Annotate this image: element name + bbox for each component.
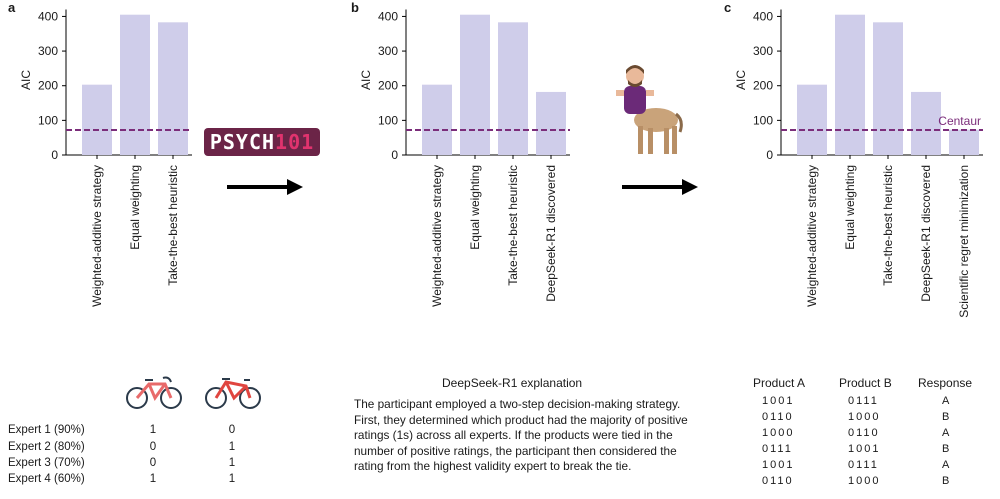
y-tick-label: 300 xyxy=(753,44,773,58)
bar xyxy=(949,129,979,155)
table-cell: 1000 xyxy=(762,427,795,439)
x-tick-label: DeepSeek-R1 discovered xyxy=(544,165,558,302)
x-tick-label: Weighted-additive strategy xyxy=(805,165,819,307)
x-tick-label: Weighted-additive strategy xyxy=(90,165,104,307)
x-tick-label: Weighted-additive strategy xyxy=(430,165,444,307)
table-cell: 0111 xyxy=(848,459,879,471)
y-tick-label: 200 xyxy=(753,79,773,93)
expert-cell: 0 xyxy=(149,457,157,469)
y-tick-label: 100 xyxy=(753,113,773,127)
table-cell: 0111 xyxy=(762,443,793,455)
table-cell: A xyxy=(942,459,952,471)
x-tick-label: Equal weighting xyxy=(843,165,857,250)
y-tick-label: 0 xyxy=(766,148,773,162)
y-axis-label: AIC xyxy=(734,70,748,90)
arrow-right-icon xyxy=(622,179,698,195)
x-tick-label: DeepSeek-R1 discovered xyxy=(919,165,933,302)
expert-cell: 0 xyxy=(149,441,157,453)
y-tick-label: 300 xyxy=(378,44,398,58)
column-header: Product A xyxy=(753,376,806,390)
expert-cell: 1 xyxy=(228,473,236,485)
table-cell: 1001 xyxy=(848,443,881,455)
chart-c: 0 100 200 300 400 AIC Weighted-additive strate… xyxy=(734,9,983,318)
logo-prefix: PSYCH xyxy=(209,130,276,154)
bar xyxy=(498,22,528,156)
expert-cell: 0 xyxy=(228,424,236,436)
expert-cell: 1 xyxy=(228,441,236,453)
table-cell: 1000 xyxy=(848,475,881,487)
expert-row-label: Expert 3 (70%) xyxy=(8,457,85,469)
psych-101-logo: PSYCH 101 xyxy=(204,128,320,156)
bar xyxy=(422,84,452,155)
panel-label-c: c xyxy=(724,0,732,15)
table-cell: A xyxy=(942,395,952,407)
y-tick-label: 0 xyxy=(391,148,398,162)
bar xyxy=(797,84,827,155)
y-tick-label: 300 xyxy=(38,44,58,58)
table-cell: 0110 xyxy=(762,475,794,487)
x-tick-label: Equal weighting xyxy=(128,165,142,250)
chart-a: 0 100 200 300 400 AIC Weighted-additive strate… xyxy=(19,9,192,307)
x-tick-label: Equal weighting xyxy=(468,165,482,250)
centaur-icon xyxy=(616,65,683,154)
expert-row-label: Expert 4 (60%) xyxy=(8,473,85,485)
y-tick-label: 400 xyxy=(378,9,398,23)
bar xyxy=(460,14,490,156)
bike-b-icon xyxy=(205,378,261,409)
y-axis-label: AIC xyxy=(359,70,373,90)
expert-row-label: Expert 1 (90%) xyxy=(8,424,85,436)
table-cell: B xyxy=(942,411,952,423)
bar xyxy=(873,22,903,156)
expert-cell: 1 xyxy=(228,457,236,469)
bar xyxy=(835,14,865,156)
explanation-text: The participant employed a two-step deci… xyxy=(354,397,688,474)
table-cell: 1001 xyxy=(762,395,795,407)
column-header: Product B xyxy=(839,376,892,390)
bar xyxy=(82,84,112,155)
y-tick-label: 400 xyxy=(38,9,58,23)
column-header: Response xyxy=(918,376,973,390)
bike-a-icon xyxy=(126,376,182,409)
y-tick-label: 200 xyxy=(378,79,398,93)
panel-label-b: b xyxy=(351,0,359,15)
bar xyxy=(120,14,150,156)
y-axis-label: AIC xyxy=(19,70,33,90)
expert-row-label: Expert 2 (80%) xyxy=(8,441,85,453)
logo-number: 101 xyxy=(275,130,315,154)
y-tick-label: 0 xyxy=(51,148,58,162)
x-tick-label: Take-the-best heuristic xyxy=(881,165,895,286)
table-cell: B xyxy=(942,443,952,455)
y-tick-label: 100 xyxy=(378,113,398,127)
x-tick-label: Take-the-best heuristic xyxy=(506,165,520,286)
bar xyxy=(911,91,941,155)
panel-label-a: a xyxy=(8,0,16,15)
bar xyxy=(536,91,566,155)
chart-b: 0 100 200 300 400 AIC Weighted-additive strate… xyxy=(359,9,570,307)
expert-cell: 1 xyxy=(149,473,157,485)
bar xyxy=(158,22,188,156)
table-cell: 0111 xyxy=(848,395,879,407)
table-cell: A xyxy=(942,427,952,439)
table-cell: 0110 xyxy=(848,427,880,439)
table-cell: 1000 xyxy=(848,411,881,423)
table-cell: B xyxy=(942,475,952,487)
table-cell: 0110 xyxy=(762,411,794,423)
x-tick-label: Take-the-best heuristic xyxy=(166,165,180,286)
reference-line-label: Centaur xyxy=(938,114,981,128)
arrow-right-icon xyxy=(227,179,303,195)
expert-cell: 1 xyxy=(149,424,157,436)
x-tick-label: Scientific regret minimization xyxy=(957,165,971,318)
y-tick-label: 400 xyxy=(753,9,773,23)
explanation-title: DeepSeek-R1 explanation xyxy=(442,376,583,390)
y-tick-label: 200 xyxy=(38,79,58,93)
y-tick-label: 100 xyxy=(38,113,58,127)
table-cell: 1001 xyxy=(762,459,795,471)
